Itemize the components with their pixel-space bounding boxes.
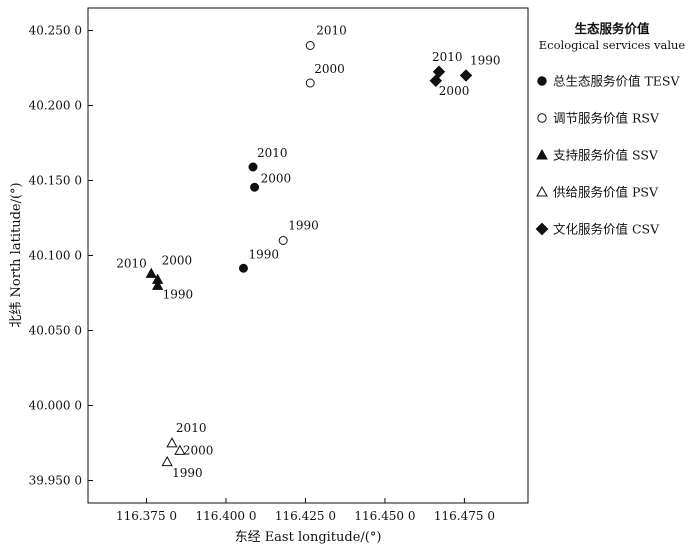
point-year-label: 1990 bbox=[172, 466, 203, 480]
data-point bbox=[248, 162, 258, 172]
data-points: 1990 2000 2010 1990 2000 2010 1990 2000 2010 1990… bbox=[116, 24, 500, 480]
legend-marker bbox=[536, 148, 548, 160]
x-tick-label: 116.450 0 bbox=[354, 509, 415, 523]
point-year-label: 2010 bbox=[176, 421, 207, 435]
legend-subtitle: Ecological services value bbox=[539, 38, 686, 52]
y-axis-ticks: 39.950 0 40.000 0 40.050 0 40.100 0 40.150 0… bbox=[29, 24, 93, 488]
point-year-label: 2000 bbox=[314, 62, 345, 76]
point-year-label: 2010 bbox=[257, 146, 288, 160]
legend-marker bbox=[535, 222, 549, 236]
legend-item-label: 供给服务价值 PSV bbox=[553, 185, 659, 200]
x-tick-label: 116.475 0 bbox=[434, 509, 495, 523]
legend-item-label: 文化服务价值 CSV bbox=[553, 222, 660, 237]
point-year-label: 2000 bbox=[261, 171, 292, 185]
point-year-label: 2010 bbox=[432, 50, 463, 64]
point-year-label: 2010 bbox=[116, 257, 147, 271]
data-point bbox=[151, 279, 164, 290]
y-tick-label: 40.050 0 bbox=[29, 324, 82, 338]
data-point bbox=[174, 444, 186, 455]
x-tick-label: 116.375 0 bbox=[116, 509, 177, 523]
point-year-label: 2000 bbox=[439, 84, 470, 98]
data-point bbox=[250, 182, 260, 192]
data-point bbox=[429, 74, 443, 87]
point-year-label: 2010 bbox=[316, 24, 347, 38]
data-point bbox=[166, 437, 178, 448]
y-tick-label: 39.950 0 bbox=[29, 474, 82, 488]
y-axis-label: 北纬 North latitude/(°) bbox=[9, 182, 24, 327]
legend-marker bbox=[537, 113, 547, 123]
x-axis-label: 东经 East longitude/(°) bbox=[235, 530, 382, 545]
x-axis-ticks: 116.375 0 116.400 0 116.425 0 116.450 0 116.… bbox=[116, 498, 495, 523]
legend-marker bbox=[537, 76, 547, 86]
y-tick-label: 40.150 0 bbox=[29, 174, 82, 188]
data-point bbox=[238, 263, 248, 273]
y-tick-label: 40.000 0 bbox=[29, 399, 82, 413]
x-tick-label: 116.400 0 bbox=[195, 509, 256, 523]
legend-item-label: 支持服务价值 SSV bbox=[553, 148, 659, 163]
data-point bbox=[432, 65, 446, 78]
y-tick-label: 40.100 0 bbox=[29, 249, 82, 263]
legend-item-label: 调节服务价值 RSV bbox=[553, 111, 660, 126]
legend-title: 生态服务价值 bbox=[574, 21, 650, 36]
y-tick-label: 40.200 0 bbox=[29, 99, 82, 113]
data-point bbox=[145, 267, 157, 278]
point-year-label: 1990 bbox=[248, 247, 279, 261]
point-year-label: 1990 bbox=[163, 288, 194, 302]
x-tick-label: 116.425 0 bbox=[275, 509, 336, 523]
legend-item-label: 总生态服务价值 TESV bbox=[553, 74, 680, 89]
legend-items: 总生态服务价值 TESV 调节服务价值 RSV 支持服务价值 SSV 供给服务价值 P… bbox=[535, 74, 680, 237]
legend-marker bbox=[536, 185, 548, 197]
point-year-label: 1990 bbox=[288, 219, 319, 233]
data-point bbox=[278, 236, 288, 245]
data-point bbox=[151, 273, 164, 284]
data-point bbox=[459, 69, 473, 82]
data-point bbox=[305, 78, 315, 88]
point-year-label: 2000 bbox=[162, 254, 193, 268]
data-point bbox=[305, 41, 315, 50]
data-point bbox=[161, 455, 173, 467]
point-year-label: 1990 bbox=[470, 54, 501, 68]
y-tick-label: 40.250 0 bbox=[29, 24, 82, 38]
legend: 生态服务价值 Ecological services value 总生态服务价值… bbox=[535, 21, 686, 237]
point-year-label: 2000 bbox=[183, 444, 214, 458]
